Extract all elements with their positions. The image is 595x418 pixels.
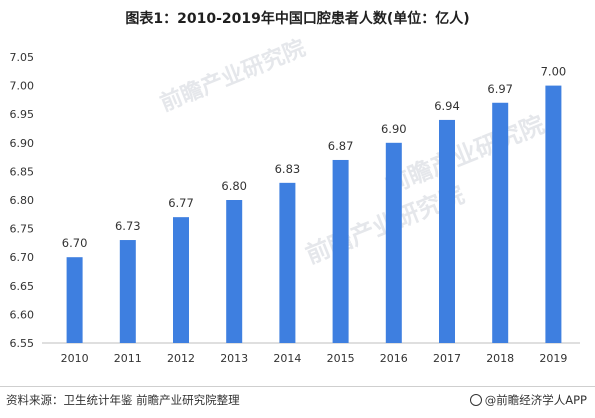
data-label: 6.87 (328, 139, 354, 153)
source-note: 资料来源：卫生统计年鉴 前瞻产业研究院整理 (6, 393, 240, 407)
data-label: 6.90 (381, 122, 407, 136)
brand-label: @前瞻经济学人APP (484, 393, 587, 407)
x-tick-label: 2011 (114, 352, 142, 365)
y-tick-label: 6.80 (10, 194, 35, 207)
y-tick-label: 7.00 (10, 80, 35, 93)
data-label: 6.73 (115, 219, 141, 233)
y-tick-label: 6.70 (10, 251, 35, 264)
y-tick-label: 6.90 (10, 137, 35, 150)
y-tick-label: 6.55 (10, 337, 35, 350)
x-tick-label: 2010 (61, 352, 89, 365)
x-tick-label: 2014 (273, 352, 301, 365)
bar (332, 159, 349, 343)
x-tick-label: 2018 (486, 352, 514, 365)
bar (279, 182, 296, 343)
chart-title: 图表1：2010-2019年中国口腔患者人数(单位：亿人) (125, 11, 470, 27)
data-label: 6.83 (275, 162, 301, 176)
data-label: 6.80 (221, 179, 247, 193)
bar (173, 217, 189, 343)
footer: 资料来源：卫生统计年鉴 前瞻产业研究院整理 @前瞻经济学人APP (0, 386, 595, 418)
y-tick-label: 6.95 (10, 108, 35, 121)
brand-logo-icon (469, 394, 482, 406)
data-label: 6.97 (487, 82, 513, 96)
data-label: 7.00 (541, 65, 567, 79)
bar (385, 142, 402, 343)
bar (439, 119, 455, 343)
bar (119, 240, 136, 343)
y-tick-label: 6.85 (10, 165, 35, 178)
bar (226, 200, 243, 343)
bar (545, 85, 562, 343)
data-label: 6.94 (434, 99, 460, 113)
x-tick-label: 2016 (380, 352, 408, 365)
footer-divider (0, 386, 595, 387)
x-tick-label: 2013 (220, 352, 248, 365)
x-tick-label: 2012 (167, 352, 195, 365)
x-tick-label: 2019 (539, 352, 567, 365)
brand-credit: @前瞻经济学人APP (469, 392, 587, 408)
bar-chart: 6.55 6.60 6.65 6.70 6.75 6.80 6.85 6.90 6.95 7.00… (10, 51, 580, 365)
y-tick-label: 6.75 (10, 223, 35, 236)
x-tick-label: 2015 (327, 352, 355, 365)
bar (66, 257, 83, 343)
bar (492, 102, 509, 343)
y-tick-label: 7.05 (10, 51, 35, 64)
data-label: 6.77 (168, 196, 194, 210)
data-label: 6.70 (62, 236, 88, 250)
x-tick-label: 2017 (433, 352, 461, 365)
y-tick-label: 6.60 (10, 308, 35, 321)
y-tick-label: 6.65 (10, 280, 35, 293)
